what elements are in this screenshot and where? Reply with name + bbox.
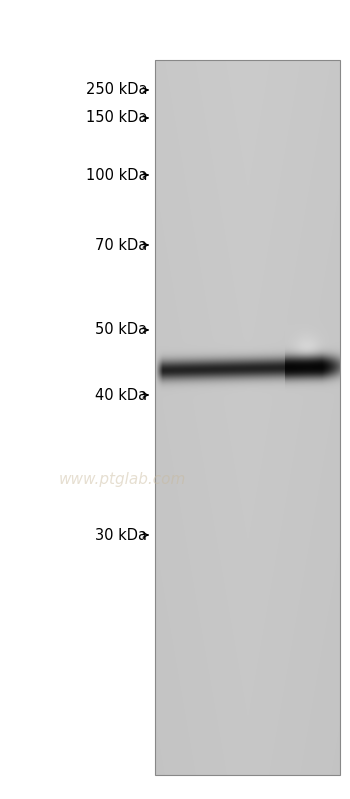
Text: 250 kDa: 250 kDa — [85, 82, 147, 97]
Text: 30 kDa: 30 kDa — [95, 527, 147, 543]
Text: 50 kDa: 50 kDa — [95, 323, 147, 337]
Text: 150 kDa: 150 kDa — [86, 110, 147, 125]
Text: www.ptglab.com: www.ptglab.com — [59, 472, 186, 487]
Text: 100 kDa: 100 kDa — [85, 168, 147, 182]
Text: 40 kDa: 40 kDa — [95, 388, 147, 403]
Bar — [155, 60, 340, 775]
Text: 70 kDa: 70 kDa — [95, 237, 147, 252]
